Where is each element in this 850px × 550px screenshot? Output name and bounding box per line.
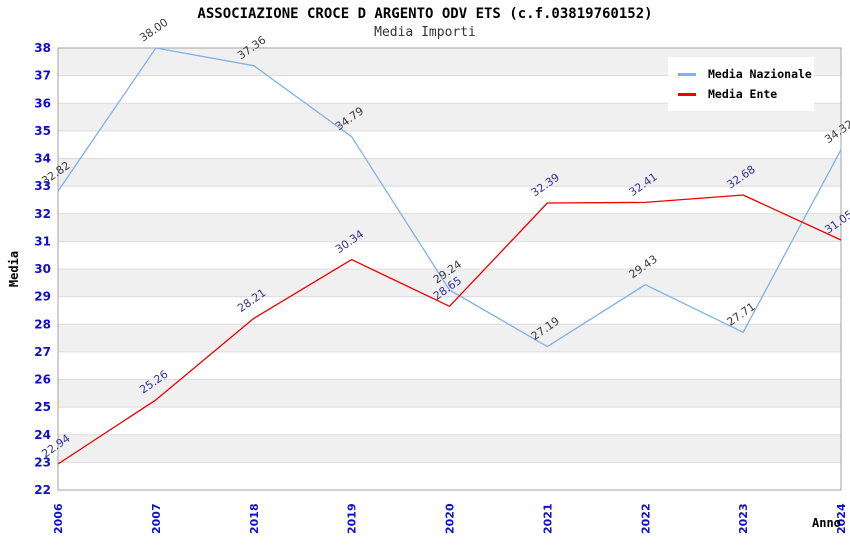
x-tick-label: 2020 — [444, 503, 457, 534]
legend-item-media-nazionale: Media Nazionale — [678, 64, 814, 84]
y-tick-label: 24 — [34, 428, 51, 442]
y-tick-label: 35 — [34, 124, 51, 138]
series-line-media-ente — [57, 194, 842, 465]
plot-band — [58, 379, 841, 408]
series-line-media-nazionale — [57, 47, 842, 348]
x-tick-label: 2024 — [835, 503, 848, 534]
y-tick-label: 29 — [34, 290, 51, 304]
x-tick-label: 2022 — [639, 503, 652, 534]
legend: Media Nazionale Media Ente — [668, 57, 814, 111]
x-tick-label: 2019 — [346, 503, 359, 534]
y-tick-label: 31 — [34, 234, 51, 248]
x-tick-label: 2018 — [248, 503, 261, 534]
plot-band — [58, 269, 841, 297]
x-tick-label: 2021 — [541, 503, 554, 534]
media-nazionale-line-swatch — [678, 72, 696, 76]
plot-border — [57, 47, 842, 491]
y-tick-label: 37 — [34, 69, 51, 83]
legend-item-media-ente: Media Ente — [678, 84, 814, 104]
media-ente-line-swatch — [678, 92, 696, 96]
y-tick-label: 23 — [34, 455, 51, 469]
y-tick-label: 32 — [34, 207, 51, 221]
y-tick-label: 25 — [34, 400, 51, 414]
data-label: 38.00 — [137, 16, 170, 45]
x-tick-label: 2023 — [737, 503, 750, 534]
y-tick-label: 30 — [34, 262, 51, 276]
y-tick-label: 27 — [34, 345, 51, 359]
x-axis-title: Anno — [812, 516, 841, 530]
plot-band — [58, 213, 841, 242]
y-tick-label: 38 — [34, 41, 51, 55]
y-tick-label: 26 — [34, 373, 51, 387]
y-tick-label: 36 — [34, 96, 51, 110]
x-tick-label: 2006 — [52, 503, 65, 534]
y-tick-label: 22 — [34, 483, 51, 497]
y-tick-label: 28 — [34, 317, 51, 331]
y-tick-label: 33 — [34, 179, 51, 193]
plot-band — [58, 324, 841, 352]
plot-band — [58, 434, 841, 463]
x-tick-label: 2007 — [150, 503, 163, 534]
legend-label-media-ente: Media Ente — [708, 87, 778, 101]
legend-label-media-nazionale: Media Nazionale — [708, 67, 812, 81]
y-axis-title: Media — [7, 250, 21, 288]
chart-subtitle: Media Importi — [374, 25, 476, 40]
plot-band — [58, 158, 841, 187]
y-tick-label: 34 — [34, 152, 51, 166]
chart-title: ASSOCIAZIONE CROCE D ARGENTO ODV ETS (c.… — [197, 6, 653, 22]
